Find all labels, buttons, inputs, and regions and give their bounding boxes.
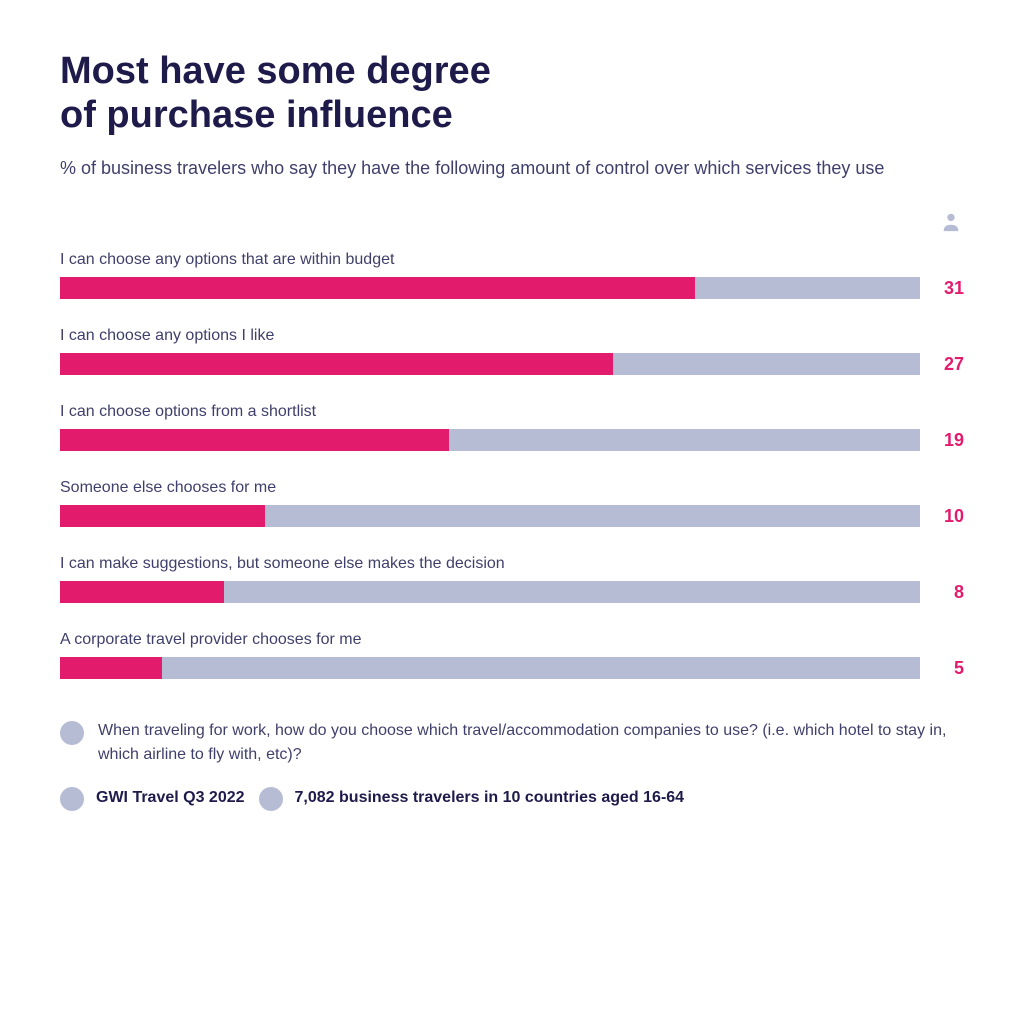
chart-row: I can choose any options that are within…	[60, 251, 964, 299]
row-label: A corporate travel provider chooses for …	[60, 631, 964, 649]
chart-row: I can make suggestions, but someone else…	[60, 555, 964, 603]
question-icon	[60, 721, 84, 745]
bar-track	[60, 277, 920, 299]
row-label: I can choose any options that are within…	[60, 251, 964, 269]
bar-value: 27	[934, 354, 964, 375]
bar-value: 19	[934, 430, 964, 451]
person-icon	[940, 211, 964, 235]
bar-fill	[60, 353, 613, 375]
bar-track	[60, 429, 920, 451]
row-label: I can choose options from a shortlist	[60, 403, 964, 421]
chart-area: I can choose any options that are within…	[60, 211, 964, 679]
bar-track	[60, 353, 920, 375]
bar-track	[60, 505, 920, 527]
chart-row: Someone else chooses for me 10	[60, 479, 964, 527]
sample-icon	[259, 787, 283, 811]
source-icon	[60, 787, 84, 811]
bar-fill	[60, 505, 265, 527]
bar-value: 8	[934, 582, 964, 603]
footer-question: When traveling for work, how do you choo…	[98, 719, 964, 767]
chart-row: I can choose any options I like 27	[60, 327, 964, 375]
bar-fill	[60, 277, 695, 299]
bar-track	[60, 581, 920, 603]
chart-row: A corporate travel provider chooses for …	[60, 631, 964, 679]
bar-value: 31	[934, 278, 964, 299]
footer-sample: 7,082 business travelers in 10 countries…	[295, 789, 685, 807]
bar-track	[60, 657, 920, 679]
row-label: I can choose any options I like	[60, 327, 964, 345]
chart-row: I can choose options from a shortlist 19	[60, 403, 964, 451]
bar-value: 10	[934, 506, 964, 527]
row-label: I can make suggestions, but someone else…	[60, 555, 964, 573]
bar-fill	[60, 429, 449, 451]
bar-value: 5	[934, 658, 964, 679]
row-label: Someone else chooses for me	[60, 479, 964, 497]
chart-title: Most have some degreeof purchase influen…	[60, 50, 964, 137]
chart-footer: When traveling for work, how do you choo…	[60, 719, 964, 811]
footer-source: GWI Travel Q3 2022	[96, 789, 245, 807]
chart-subtitle: % of business travelers who say they hav…	[60, 155, 964, 181]
bar-fill	[60, 657, 162, 679]
bar-fill	[60, 581, 224, 603]
